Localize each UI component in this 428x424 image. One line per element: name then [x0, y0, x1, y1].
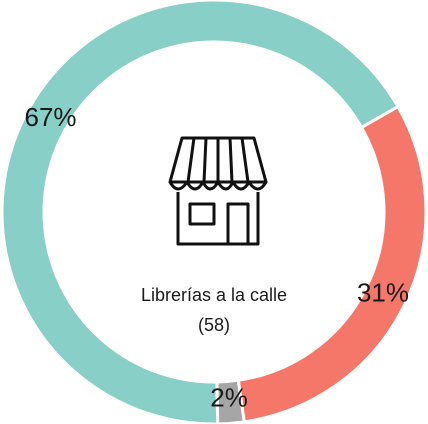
center-label: Librerías a la calle	[141, 285, 287, 305]
donut-segment	[215, 378, 246, 424]
data-label: 2%	[210, 382, 248, 412]
donut-segment	[236, 104, 428, 424]
donut-segment	[0, 0, 401, 424]
data-label: 67%	[25, 102, 77, 132]
store-icon	[168, 136, 268, 246]
data-label: 31%	[357, 277, 409, 307]
center-sublabel: (58)	[198, 315, 230, 335]
